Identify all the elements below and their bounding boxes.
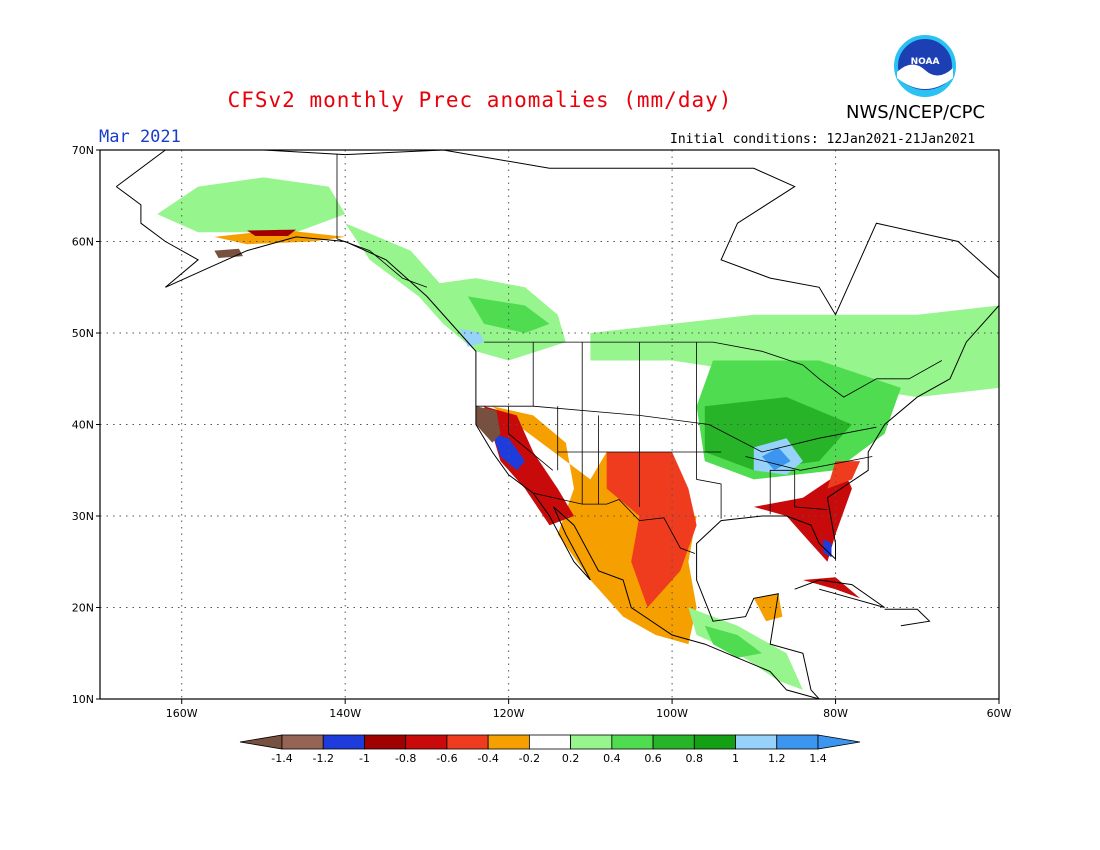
colorbar-swatch [693, 734, 736, 750]
anomaly-tennessee-deep-blue [762, 447, 791, 471]
lon-tick-label: 60W [987, 707, 1012, 720]
map-title: CFSv2 monthly Prec anomalies (mm/day) [227, 88, 733, 112]
agency-label: NWS/NCEP/CPC [846, 102, 986, 123]
anomaly-central-america-mid [704, 625, 762, 658]
lat-tick-label: 20N [72, 602, 94, 615]
anomaly-bc-mid-wet [467, 296, 550, 333]
anomaly-yukon-wet [345, 223, 444, 297]
hispaniola [884, 608, 931, 627]
cuba [794, 579, 885, 608]
anomaly-ohio-valley-wet [704, 397, 852, 471]
anomaly-alaska-south-dry [214, 229, 346, 245]
colorbar-swatch [735, 734, 778, 750]
lon-tick-label: 80W [823, 707, 848, 720]
alaska-canada-border [336, 153, 428, 288]
anomaly-field [157, 177, 999, 690]
lat-tick-label: 40N [72, 419, 94, 432]
colorbar-swatch [364, 734, 407, 750]
us-state-lines-11 [769, 469, 828, 515]
colorbar-label: -0.8 [395, 752, 416, 765]
lat-tick-label: 70N [72, 144, 94, 157]
colorbar-label: 1.2 [768, 752, 786, 765]
colorbar-label: -1 [359, 752, 370, 765]
initial-conditions: Initial conditions: 12Jan2021-21Jan2021 [670, 132, 976, 147]
colorbar: -1.4 -1.2 -1 -0.8 -0.6 -0.4 -0.2 0.2 0.4 0.6 0.8 1 1… [239, 734, 861, 765]
anomaly-alaska-wet [157, 177, 346, 233]
anomaly-california-blue [492, 433, 525, 471]
anomaly-southwest-red [606, 452, 697, 608]
colorbar-label: -0.2 [519, 752, 540, 765]
north-america-coast [116, 150, 999, 699]
colorbar-label: 0.4 [603, 752, 621, 765]
colorbar-swatch [281, 734, 324, 750]
us-canada-border [484, 341, 942, 398]
noaa-logo-text: NOAA [911, 57, 940, 67]
us-state-lines-3 [696, 342, 722, 519]
colorbar-swatch [487, 734, 530, 750]
anomaly-california-brown [475, 406, 501, 443]
lon-tick-label: 160W [166, 707, 198, 720]
colorbar-left-arrow [239, 734, 283, 750]
forecast-period: Mar 2021 [99, 127, 181, 147]
colorbar-swatch [570, 734, 613, 750]
colorbar-label: 1.4 [809, 752, 827, 765]
colorbar-swatch [611, 734, 654, 750]
anomaly-alaska-pen-brown [214, 248, 243, 258]
colorbar-swatch [446, 734, 489, 750]
anomaly-cuba-red [802, 577, 861, 599]
colorbar-swatch [528, 734, 572, 750]
coastlines-and-borders [116, 150, 999, 699]
noaa-logo-icon: NOAA [894, 35, 956, 97]
colorbar-label: -1.2 [312, 752, 333, 765]
colorbar-label: -0.4 [477, 752, 498, 765]
colorbar-label: 0.2 [562, 752, 580, 765]
colorbar-swatch [776, 734, 819, 750]
colorbar-swatch [405, 734, 448, 750]
colorbar-label: 1 [732, 752, 739, 765]
anomaly-canada-east-wet [590, 305, 999, 398]
axis-labels: 160W 140W 120W 100W 80W 60W 10N 20N 30N 40N 50N 60N… [72, 144, 1012, 720]
us-state-lines-5 [508, 406, 554, 471]
us-state-lines-10 [745, 456, 873, 471]
lat-tick-label: 30N [72, 510, 94, 523]
colorbar-swatch [652, 734, 695, 750]
anomaly-california-red [484, 406, 574, 526]
colorbar-label: 0.8 [686, 752, 704, 765]
lat-tick-label: 50N [72, 327, 94, 340]
lon-tick-label: 120W [493, 707, 525, 720]
colorbar-right-arrow [817, 734, 861, 750]
colorbar-label: -0.6 [436, 752, 457, 765]
us-state-lines-7 [533, 405, 877, 453]
us-mexico-border [533, 492, 696, 554]
anomaly-alaska-south-strong-dry [247, 229, 297, 236]
lat-tick-label: 60N [72, 236, 94, 249]
lat-tick-label: 10N [72, 693, 94, 706]
colorbar-label: 0.6 [644, 752, 662, 765]
lon-tick-label: 100W [656, 707, 688, 720]
colorbar-label: -1.4 [271, 752, 292, 765]
colorbar-swatch [322, 734, 365, 750]
lon-tick-label: 140W [329, 707, 361, 720]
